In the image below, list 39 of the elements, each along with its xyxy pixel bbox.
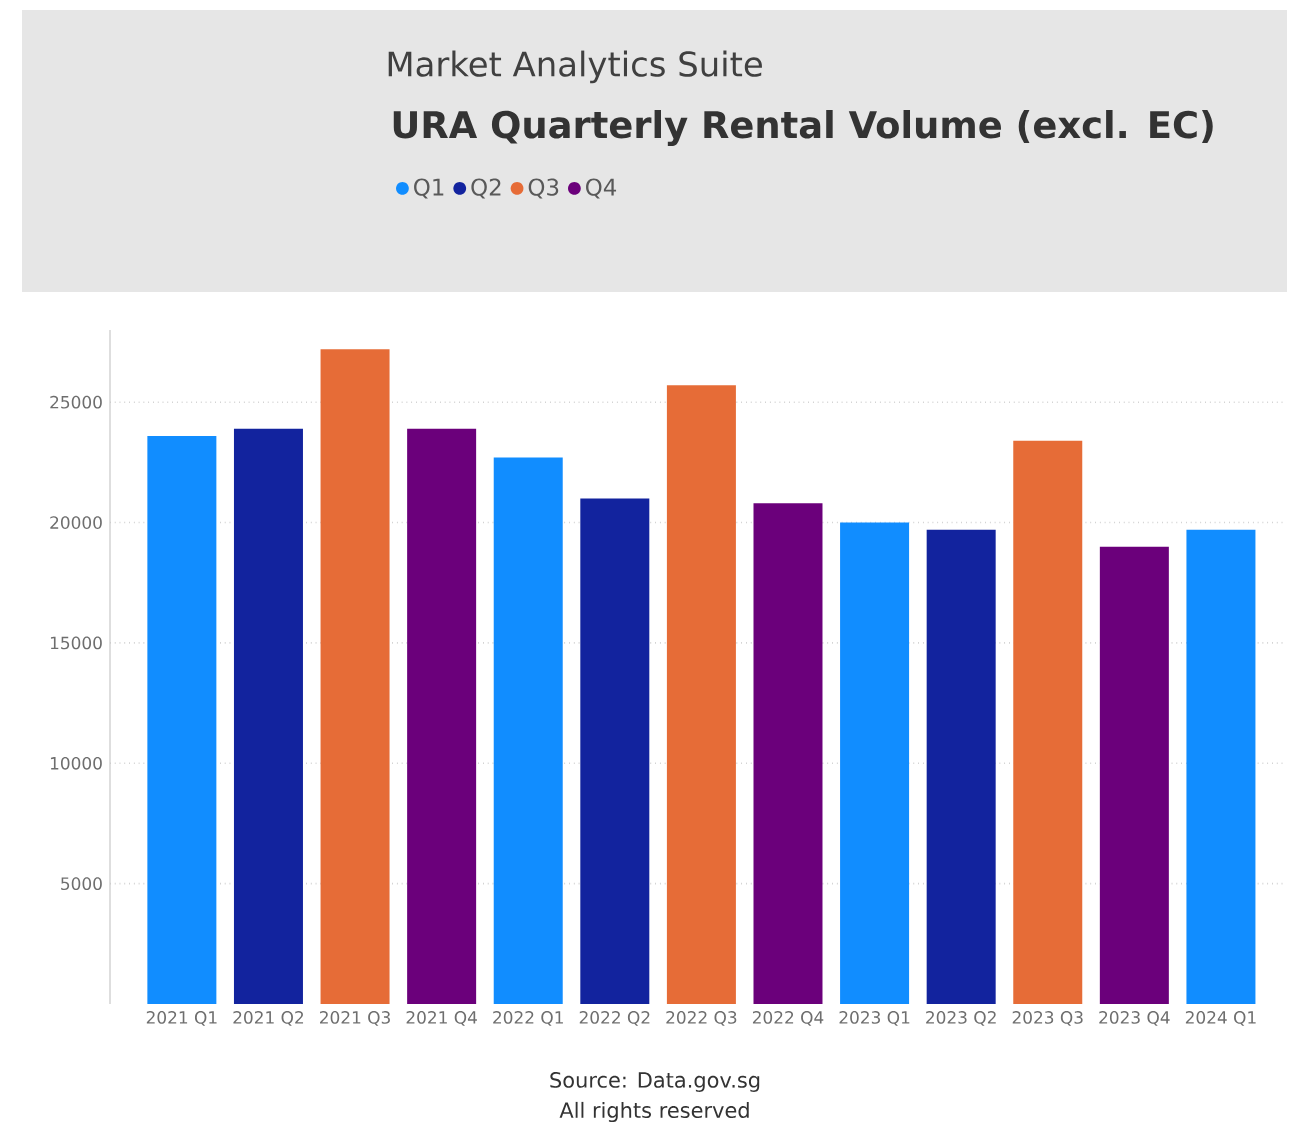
x-tick-label: 2023 Q2: [926, 1011, 996, 1026]
x-tick-label: 2022 Q4: [752, 1011, 824, 1026]
legend-label: Q1: [414, 178, 444, 199]
y-tick-label: 25000: [50, 395, 102, 409]
x-tick-label: 2022 Q3: [666, 1011, 737, 1026]
bar: [233, 428, 303, 1004]
text: All rights reserved: [559, 1101, 749, 1123]
bar: [840, 522, 910, 1004]
x-tick-label: 2021 Q2: [233, 1011, 304, 1026]
bar: [580, 498, 650, 1004]
bar: [407, 428, 477, 1004]
x-tick-label: 2021 Q1: [146, 1011, 217, 1026]
bar: [147, 435, 217, 1004]
bar: [1186, 529, 1256, 1004]
bar: [926, 529, 996, 1004]
bar: [753, 503, 823, 1004]
legend-label: Q3: [528, 178, 559, 199]
bar: [1013, 440, 1083, 1004]
x-tick-label: 2021 Q3: [320, 1011, 390, 1026]
x-tick-label: 2023 Q4: [1099, 1011, 1170, 1026]
x-tick-label: 2021 Q4: [406, 1011, 477, 1026]
bar: [493, 457, 563, 1004]
y-tick-label: 10000: [50, 756, 102, 770]
x-tick-label: 2023 Q3: [1012, 1011, 1083, 1026]
bar: [1099, 546, 1169, 1004]
source-note: Source: Data.gov.sg: [550, 1072, 760, 1092]
x-tick-label: 2022 Q1: [493, 1011, 563, 1026]
chart-title: URA Quarterly Rental Volume (excl. EC): [393, 109, 1213, 146]
chart-subtitle: Market Analytics Suite: [388, 50, 762, 84]
x-tick-label: 2022 Q2: [579, 1011, 650, 1026]
bar: [320, 349, 390, 1004]
legend-label: Q2: [471, 178, 501, 199]
bar: [666, 385, 736, 1004]
legend-label: Q4: [586, 178, 617, 199]
x-tick-label: 2023 Q1: [839, 1011, 910, 1026]
y-tick-label: 15000: [50, 636, 102, 650]
y-tick-label: 20000: [50, 516, 102, 529]
x-tick-label: 2024 Q1: [1185, 1011, 1256, 1026]
y-tick-label: 5000: [61, 877, 102, 891]
